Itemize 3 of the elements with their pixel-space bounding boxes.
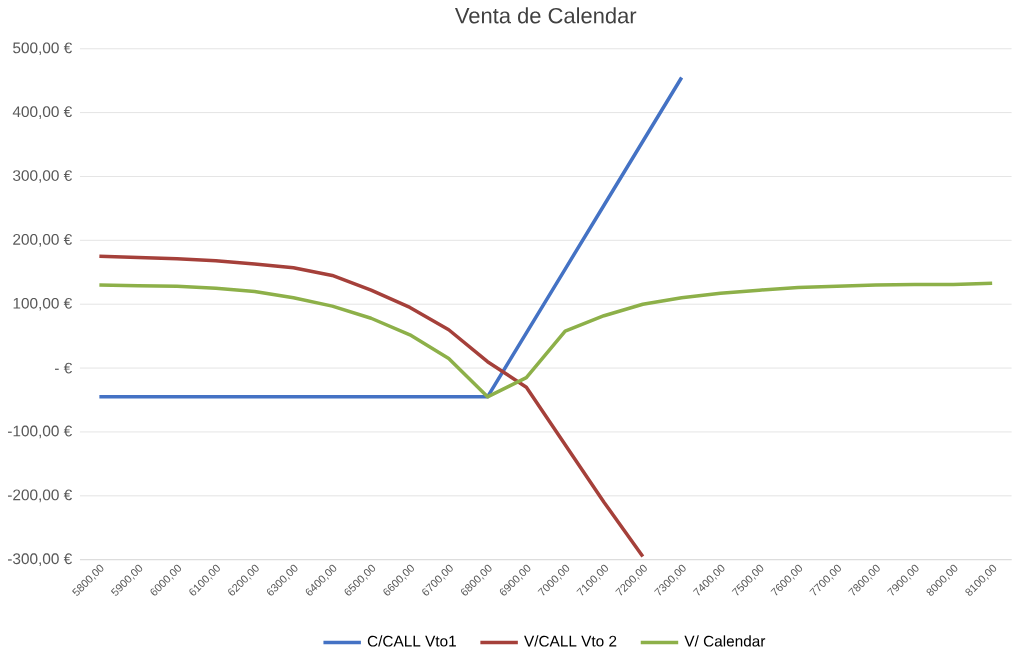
line-series (97, 281, 994, 399)
line-series (97, 254, 645, 558)
chart-title: Venta de Calendar (454, 7, 637, 24)
